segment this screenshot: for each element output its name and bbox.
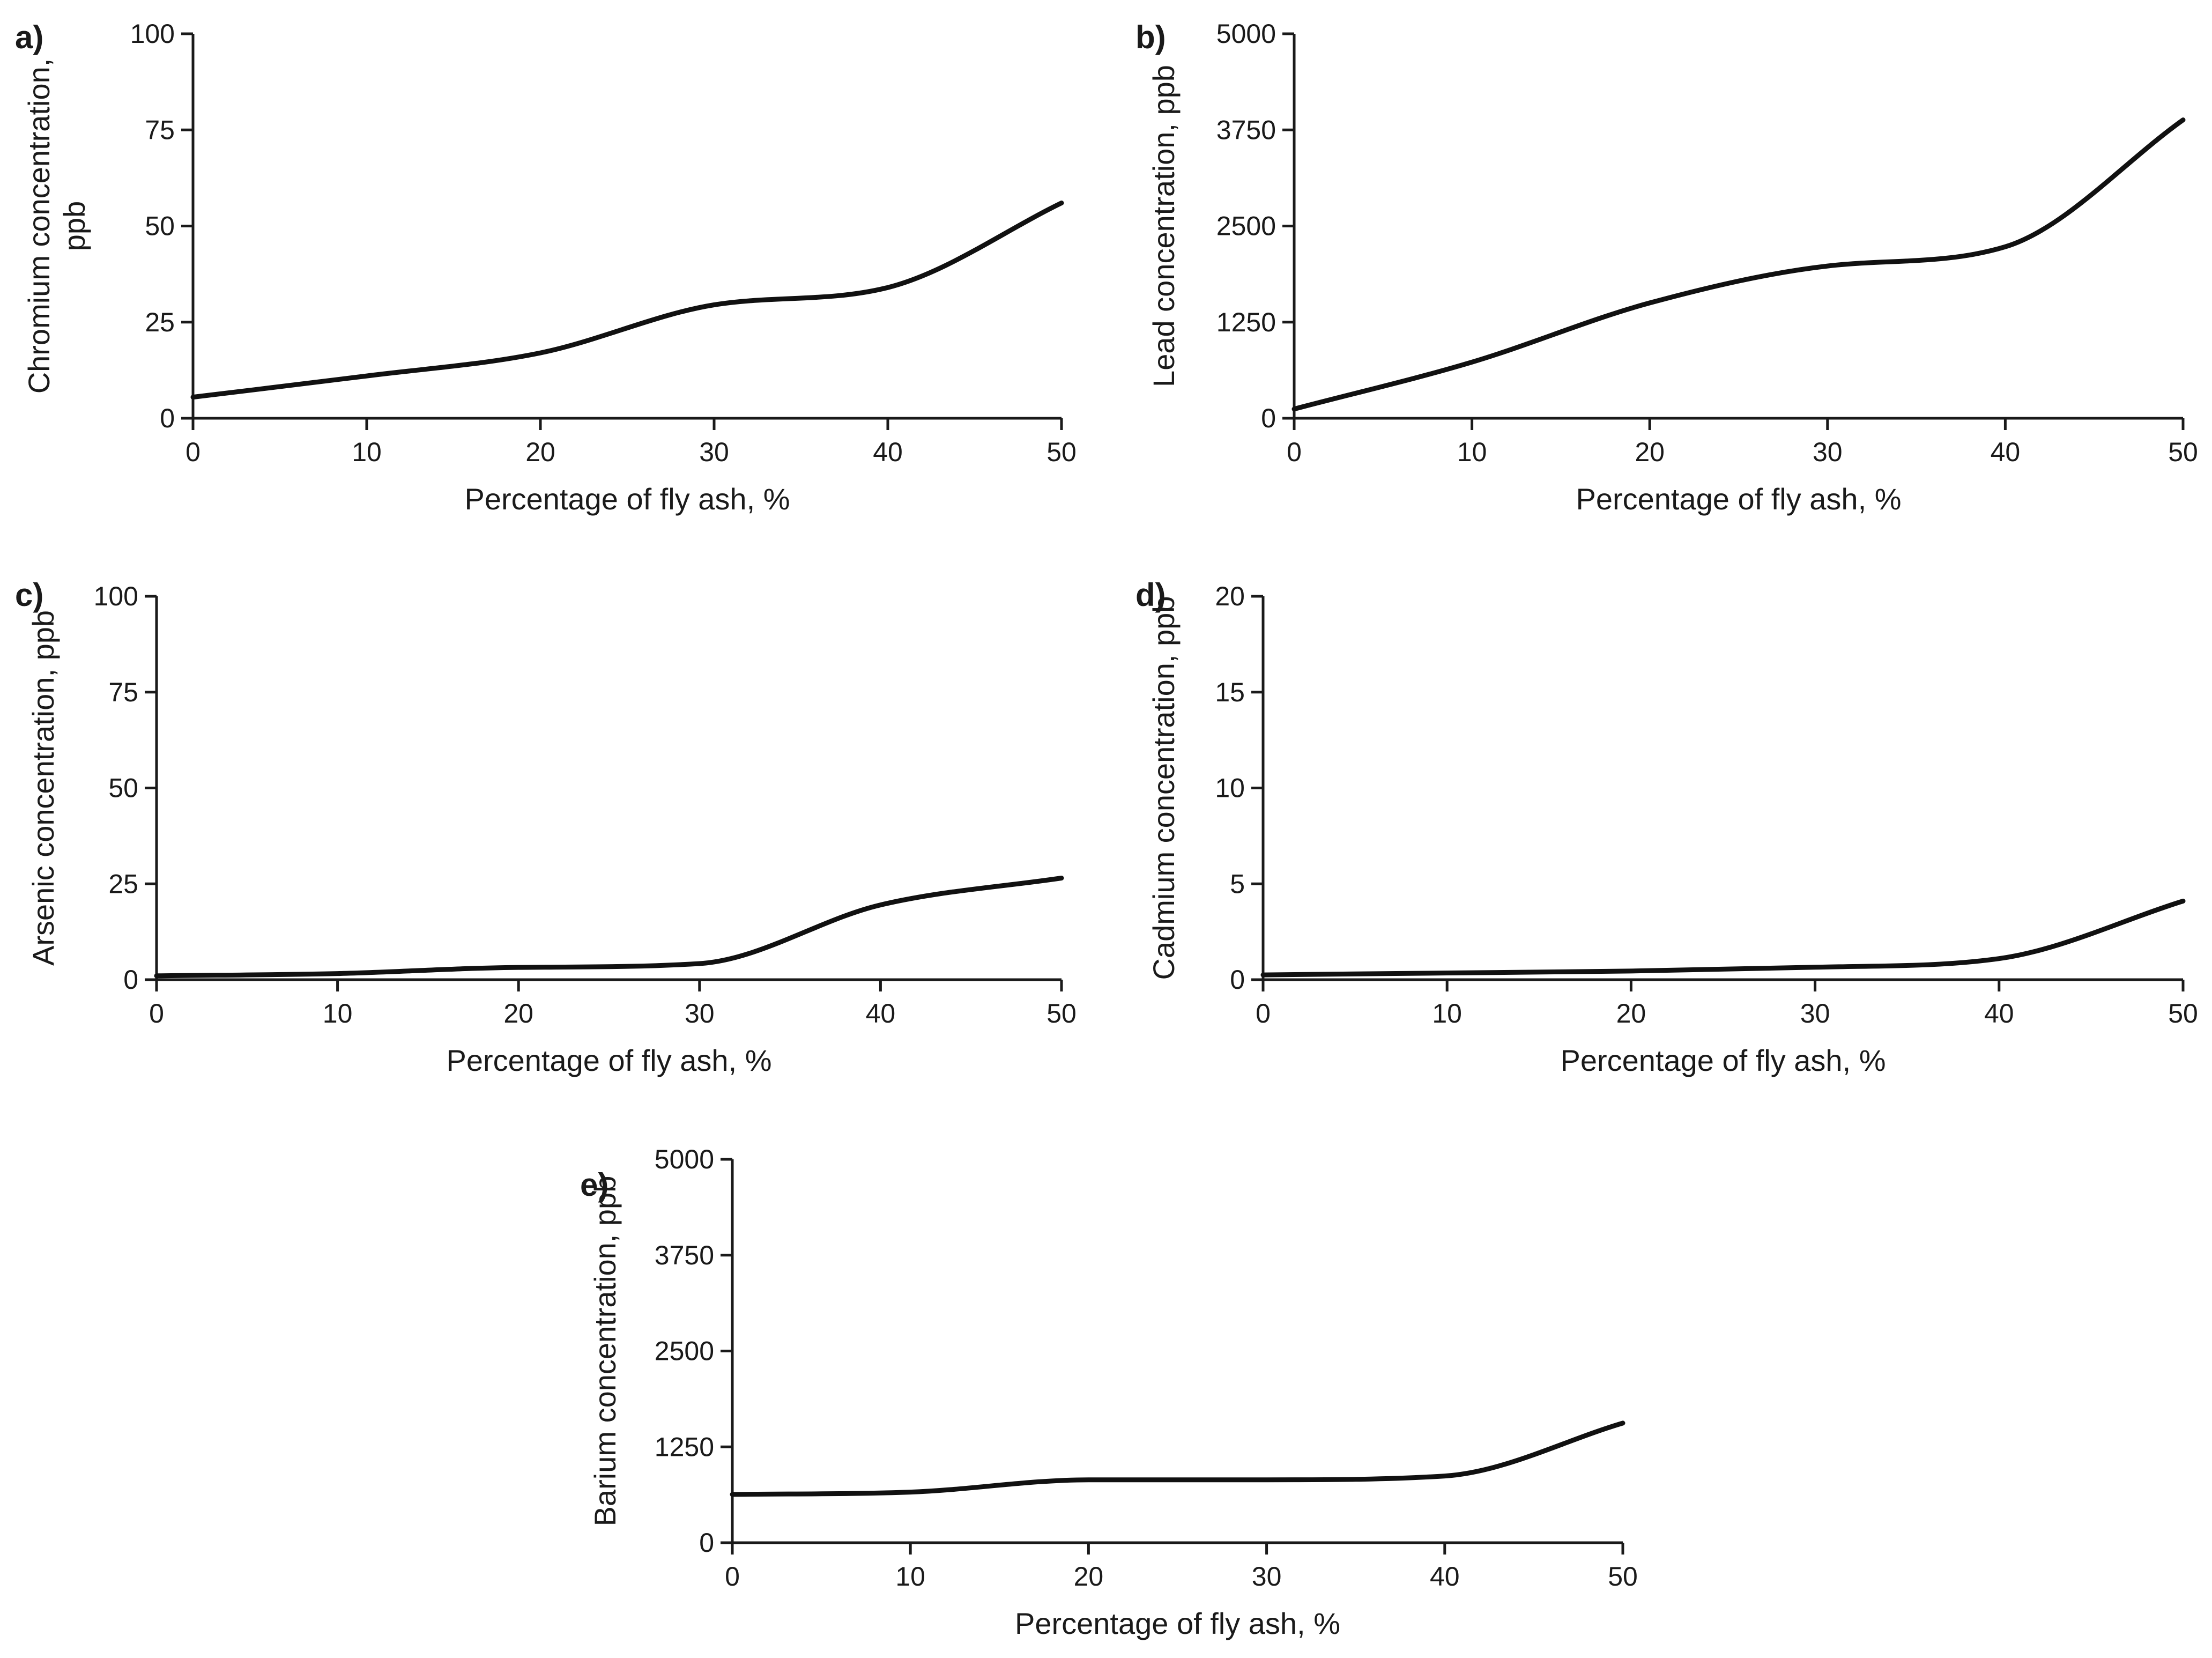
x-tick-label: 20 — [1074, 1561, 1104, 1592]
x-tick-label: 40 — [1430, 1561, 1460, 1592]
y-tick-label: 5000 — [655, 1144, 714, 1174]
x-tick-label: 10 — [1457, 437, 1487, 467]
x-tick-label: 30 — [699, 437, 729, 467]
x-tick-label: 50 — [2168, 998, 2198, 1028]
y-tick-label: 1250 — [655, 1432, 714, 1462]
x-tick-label: 10 — [1432, 998, 1462, 1028]
y-axis-title: Cadmium concentration, ppb — [1147, 596, 1181, 980]
x-tick-label: 20 — [525, 437, 555, 467]
x-tick-label: 30 — [685, 998, 715, 1028]
x-tick-label: 0 — [149, 998, 164, 1028]
y-axis-title: Arsenic concentration, ppb — [26, 610, 60, 966]
y-tick-label: 20 — [1215, 581, 1245, 611]
x-tick-label: 30 — [1800, 998, 1830, 1028]
x-axis-title: Percentage of fly ash, % — [1576, 482, 1901, 516]
x-tick-label: 50 — [1046, 998, 1077, 1028]
x-tick-label: 0 — [1287, 437, 1302, 467]
y-tick-label: 0 — [1230, 965, 1245, 995]
series-line-barium — [730, 1420, 1625, 1497]
x-tick-label: 20 — [503, 998, 533, 1028]
x-tick-label: 40 — [1991, 437, 2021, 467]
x-axis-title: Percentage of fly ash, % — [1560, 1043, 1886, 1077]
y-tick-label: 0 — [160, 403, 175, 433]
x-tick-label: 20 — [1635, 437, 1665, 467]
y-tick-label: 1250 — [1216, 307, 1276, 337]
x-tick-label: 50 — [2168, 437, 2198, 467]
x-tick-label: 10 — [323, 998, 353, 1028]
y-tick-label: 10 — [1215, 773, 1245, 803]
x-tick-label: 40 — [873, 437, 903, 467]
y-tick-label: 15 — [1215, 677, 1245, 707]
y-tick-label: 2500 — [655, 1336, 714, 1366]
y-axis-title: ppb — [57, 201, 91, 251]
y-tick-label: 75 — [145, 115, 175, 145]
panel-label: a) — [15, 19, 43, 55]
y-tick-label: 100 — [130, 19, 175, 49]
panel-label: d) — [1135, 577, 1166, 613]
x-tick-label: 0 — [1256, 998, 1271, 1028]
y-tick-label: 0 — [699, 1528, 714, 1558]
y-tick-label: 0 — [1261, 403, 1276, 433]
x-tick-label: 20 — [1616, 998, 1646, 1028]
panel-label: b) — [1135, 19, 1166, 55]
y-tick-label: 100 — [94, 581, 138, 611]
y-tick-label: 50 — [145, 211, 175, 241]
x-tick-label: 0 — [185, 437, 201, 467]
y-axis-title: Chromium concentration, — [22, 58, 56, 394]
x-tick-label: 50 — [1608, 1561, 1638, 1592]
chart-panel-d: 0 5 10 15 20 0 10 20 30 40 50 Percentage of fly ash… — [1135, 577, 2198, 1077]
y-tick-label: 50 — [108, 773, 138, 803]
x-tick-label: 10 — [895, 1561, 925, 1592]
y-tick-label: 25 — [108, 869, 138, 899]
chart-panel-a: 0 25 50 75 100 0 10 20 30 40 50 Percentage of fly a… — [15, 19, 1077, 516]
panel-label: e) — [580, 1167, 608, 1203]
y-tick-label: 75 — [108, 677, 138, 707]
x-axis-title: Percentage of fly ash, % — [446, 1043, 771, 1077]
y-tick-label: 0 — [123, 965, 138, 995]
y-tick-label: 2500 — [1216, 211, 1276, 241]
series-line-lead — [1291, 117, 2186, 412]
series-line-cadmium — [1260, 898, 2186, 978]
y-tick-label: 5000 — [1216, 19, 1276, 49]
y-axis-title: Barium concentration, ppb — [588, 1176, 622, 1527]
y-tick-label: 3750 — [1216, 115, 1276, 145]
y-tick-label: 5 — [1230, 869, 1245, 899]
chart-panel-b: 0 1250 2500 3750 5000 0 10 20 30 40 50 Percentage o… — [1135, 19, 2198, 516]
x-tick-label: 40 — [1984, 998, 2014, 1028]
y-axis-title: Lead concentration, ppb — [1147, 65, 1181, 387]
panel-label: c) — [15, 577, 43, 613]
x-tick-label: 30 — [1252, 1561, 1282, 1592]
series-line-arsenic — [154, 876, 1064, 979]
x-axis-title: Percentage of fly ash, % — [1015, 1607, 1340, 1640]
chart-panel-e: 0 1250 2500 3750 5000 0 10 20 30 40 50 Percentage o… — [580, 1144, 1638, 1640]
y-tick-label: 25 — [145, 307, 175, 337]
x-tick-label: 30 — [1813, 437, 1843, 467]
x-tick-label: 0 — [725, 1561, 740, 1592]
series-line-chromium — [190, 201, 1064, 400]
x-tick-label: 10 — [352, 437, 382, 467]
chart-panel-c: 0 25 50 75 100 0 10 20 30 40 50 Percentage of fly a… — [15, 577, 1077, 1077]
x-tick-label: 40 — [866, 998, 896, 1028]
y-tick-label: 3750 — [655, 1240, 714, 1270]
x-tick-label: 50 — [1046, 437, 1077, 467]
x-axis-title: Percentage of fly ash, % — [464, 482, 790, 516]
